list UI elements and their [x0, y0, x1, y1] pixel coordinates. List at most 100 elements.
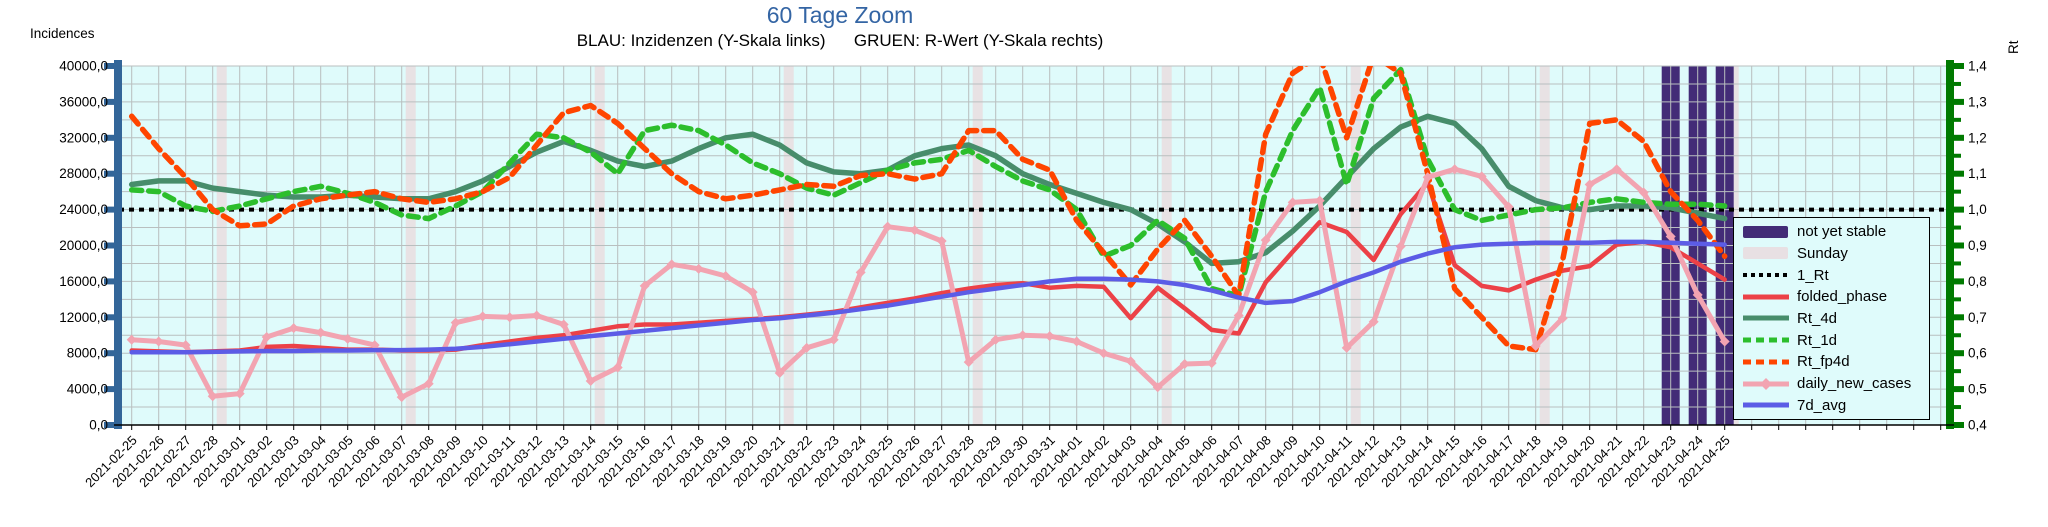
right-axis-tick-label: 1,3	[1968, 94, 1987, 109]
left-axis-tick-label: 8000,0	[67, 346, 108, 361]
left-axis-tick	[104, 98, 114, 105]
right-axis-tick	[1954, 98, 1964, 105]
legend-swatch-solid-icon	[1743, 294, 1789, 300]
diamond-marker	[801, 342, 812, 353]
diamond-marker	[1611, 164, 1622, 175]
legend-swatch-band-icon	[1743, 225, 1788, 238]
left-axis-tick-label: 32000,0	[59, 130, 108, 145]
diamond-marker	[423, 378, 434, 389]
legend-item-7d-avg: 7d_avg	[1742, 395, 1929, 415]
legend-swatch-dashed-icon	[1743, 359, 1789, 365]
diamond-marker	[1017, 330, 1028, 341]
diamond-marker	[1044, 331, 1055, 342]
diamond-marker	[720, 271, 731, 282]
right-axis-tick	[1954, 170, 1964, 177]
right-axis-tick-label: 0,4	[1968, 418, 1987, 433]
right-axis-minor-tick	[1954, 153, 1961, 158]
right-axis-tick-label: 0,6	[1968, 346, 1987, 361]
series-Rt_1d-line	[128, 66, 1728, 299]
diamond-marker	[963, 357, 974, 368]
diamond-marker	[1395, 241, 1406, 252]
legend-label: folded_phase	[1797, 288, 1888, 306]
diamond-marker	[315, 327, 326, 338]
diamond-marker	[450, 317, 461, 328]
legend-label: Rt_fp4d	[1797, 353, 1850, 371]
right-axis	[1946, 60, 1964, 429]
right-axis-tick	[1954, 278, 1964, 285]
diamond-marker	[774, 367, 785, 378]
data-series	[119, 66, 1945, 403]
diamond-marker	[342, 333, 353, 344]
diamond-marker	[1476, 171, 1487, 182]
left-axis-tick	[104, 242, 114, 249]
diamond-marker	[1530, 341, 1541, 352]
diamond-marker	[1368, 316, 1379, 327]
legend-label: Rt_1d	[1797, 331, 1838, 349]
diamond-marker	[1692, 289, 1703, 300]
right-axis-minor-tick	[1954, 297, 1961, 302]
diamond-marker	[1098, 348, 1109, 359]
diamond-marker	[153, 336, 164, 347]
left-axis-tick	[104, 206, 114, 213]
legend-item-sunday: Sunday	[1742, 243, 1929, 263]
left-axis-tick-label: 12000,0	[59, 310, 108, 325]
left-axis-tick	[104, 350, 114, 357]
diamond-marker	[207, 391, 218, 402]
right-axis-tick	[1954, 386, 1964, 393]
diamond-marker	[477, 311, 488, 322]
diamond-marker	[288, 323, 299, 334]
left-axis-tick-label: 4000,0	[67, 382, 108, 397]
legend-item-not-yet-stable: not yet stable	[1742, 222, 1929, 242]
right-axis-tick-label: 1,1	[1968, 166, 1987, 181]
left-axis-tick	[104, 134, 114, 141]
diamond-marker	[234, 388, 245, 399]
right-axis-minor-tick	[1954, 189, 1961, 194]
left-axis-title: Incidences	[30, 26, 95, 41]
left-axis-tick-label: 36000,0	[59, 94, 108, 109]
diamond-marker	[1449, 164, 1460, 175]
series-daily_new_cases-markers	[126, 164, 1730, 403]
diamond-marker	[1557, 313, 1568, 324]
diamond-marker	[1638, 187, 1649, 198]
diamond-marker	[1422, 172, 1433, 183]
legend-item-folded-phase: folded_phase	[1742, 287, 1929, 307]
left-axis-tick-label: 16000,0	[59, 274, 108, 289]
diamond-marker	[504, 312, 515, 323]
chart-title: 60 Tage Zoom	[766, 2, 914, 28]
diamond-marker	[909, 225, 920, 236]
diamond-marker	[126, 334, 137, 345]
right-axis-title: Rt	[2006, 40, 2021, 55]
diamond-marker	[666, 259, 677, 270]
diamond-marker	[585, 376, 596, 387]
bottom-axis	[114, 424, 1954, 430]
legend-label: 7d_avg	[1797, 396, 1847, 414]
diamond-marker	[531, 310, 542, 321]
right-axis-tick-label: 1,4	[1968, 59, 1987, 74]
left-axis-line	[114, 60, 122, 429]
legend-swatch-solid-icon	[1743, 402, 1789, 408]
diamond-marker	[1233, 310, 1244, 321]
right-axis-line	[1946, 60, 1954, 429]
left-axis-tick	[104, 63, 114, 69]
right-axis-minor-tick	[1954, 261, 1961, 266]
diamond-marker	[1179, 358, 1190, 369]
diamond-marker	[369, 340, 380, 351]
diamond-marker	[1071, 336, 1082, 347]
left-axis-tick-label: 28000,0	[59, 166, 108, 181]
legend-item-rt-4d: Rt_4d	[1742, 308, 1929, 328]
left-axis	[104, 60, 122, 429]
right-axis-tick-label: 0,7	[1968, 310, 1987, 325]
diamond-marker	[1503, 201, 1514, 212]
right-axis-minor-tick	[1954, 369, 1961, 374]
diamond-marker	[396, 392, 407, 403]
left-axis-labels: 40000,0 36000,0 32000,0 28000,0 24000,0 20000…	[59, 59, 108, 433]
diamond-marker	[612, 362, 623, 373]
diamond-marker	[747, 287, 758, 298]
diamond-marker	[639, 280, 650, 291]
diamond-marker	[1719, 336, 1730, 347]
legend-swatch-dotted-icon	[1743, 273, 1789, 278]
right-axis-tick-label: 0,5	[1968, 382, 1987, 397]
legend-swatch-dashed-icon	[1743, 337, 1789, 343]
left-axis-tick	[104, 422, 114, 428]
legend-label: daily_new_cases	[1797, 375, 1912, 392]
